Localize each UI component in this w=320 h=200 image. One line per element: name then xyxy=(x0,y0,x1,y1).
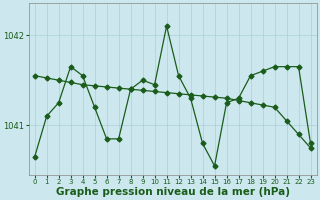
X-axis label: Graphe pression niveau de la mer (hPa): Graphe pression niveau de la mer (hPa) xyxy=(56,187,290,197)
